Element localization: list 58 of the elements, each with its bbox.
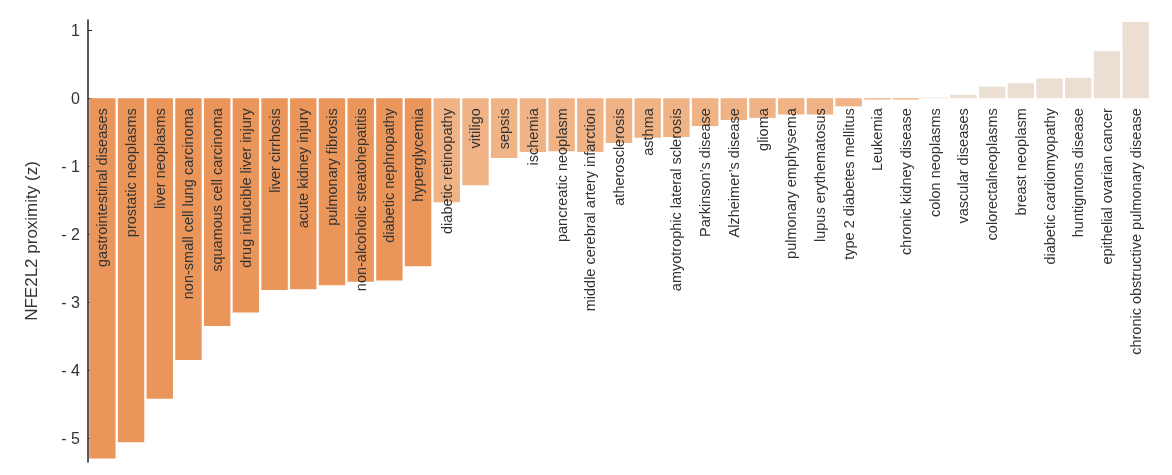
x-tick-label: prostatic neoplasms	[123, 108, 140, 238]
bar	[462, 98, 489, 186]
x-tick-label: chronic obstructive pulmonary disease	[1127, 108, 1144, 355]
x-tick-label: squamous cell carcinoma	[209, 107, 226, 272]
x-tick-label: pancreatic neoplasm	[553, 108, 570, 243]
x-tick-label: asthma	[639, 107, 656, 156]
bar	[89, 98, 116, 459]
x-tick-label: pulmonary emphysema	[783, 107, 800, 259]
bar	[950, 94, 977, 99]
bar	[117, 98, 145, 443]
y-tick-label: - 2	[61, 225, 81, 243]
x-tick-label: Parkinson’s disease	[697, 108, 714, 237]
x-tick-label: lupus erythematosus	[811, 108, 828, 242]
x-tick-label: drug inducible liver injury	[237, 107, 254, 268]
bar	[146, 98, 173, 399]
x-tick-label: amyotrophic lateral sclerosis	[668, 108, 685, 292]
y-tick-label: - 1	[61, 157, 81, 175]
y-tick-label: - 4	[61, 361, 81, 379]
x-tick-label: type 2 diabetes mellitus	[840, 108, 857, 260]
x-tick-label: ischemia	[524, 107, 541, 166]
y-tick-label: 1	[71, 21, 81, 39]
x-tick-label: Leukemia	[869, 107, 886, 172]
bar	[978, 86, 1006, 99]
bar	[1122, 22, 1149, 99]
x-tick-label: huntigntons disease	[1070, 108, 1087, 238]
x-tick-label: breast neoplasm	[1012, 108, 1029, 216]
x-tick-label: diabetic nephropathy	[381, 107, 398, 243]
x-tick-label: diabetic cardiomyopathy	[1041, 107, 1058, 265]
bar	[1036, 78, 1063, 99]
y-tick-label: 0	[71, 89, 81, 107]
x-tick-label: liver cirrhosis	[266, 108, 283, 193]
y-tick-label: - 3	[61, 293, 81, 311]
x-tick-label: colorectalneoplasms	[984, 108, 1001, 241]
x-tick-label: chronic kidney disease	[898, 108, 915, 255]
x-tick-label: colon neoplasms	[926, 108, 943, 218]
x-tick-label: pulmonary fibrosis	[323, 108, 340, 226]
bar	[1007, 83, 1035, 99]
x-tick-label: vitiligo	[467, 108, 484, 149]
x-tick-label: Alzheimer’s disease	[725, 108, 742, 238]
x-tick-label: gastrointestinal diseases	[94, 108, 111, 267]
x-tick-label: middle cerebral artery infarction	[582, 108, 599, 312]
y-tick-label: - 5	[61, 429, 81, 447]
x-tick-label: epithelial ovarian cancer	[1098, 108, 1115, 265]
y-axis-title: NFE2L2 proximity (z)	[22, 161, 41, 321]
x-tick-label: atherosclerosis	[611, 108, 627, 206]
x-tick-label: hyperglycemia	[410, 107, 427, 202]
bar	[261, 98, 288, 290]
x-tick-label: liver neoplasms	[151, 108, 168, 209]
x-tick-label: non-alcoholic steatohepatitis	[352, 108, 369, 292]
x-tick-label: glioma	[754, 107, 771, 151]
x-tick-label: acute kidney injury	[295, 107, 312, 229]
bar	[1065, 77, 1092, 99]
bar	[1093, 51, 1121, 99]
x-tick-label: diabetic retinopathy	[438, 107, 455, 234]
x-tick-label: non-small cell lung carcinoma	[180, 107, 197, 300]
bar	[835, 98, 862, 107]
x-tick-label: vascular diseases	[955, 108, 972, 224]
x-tick-label: sepsis	[496, 108, 513, 150]
